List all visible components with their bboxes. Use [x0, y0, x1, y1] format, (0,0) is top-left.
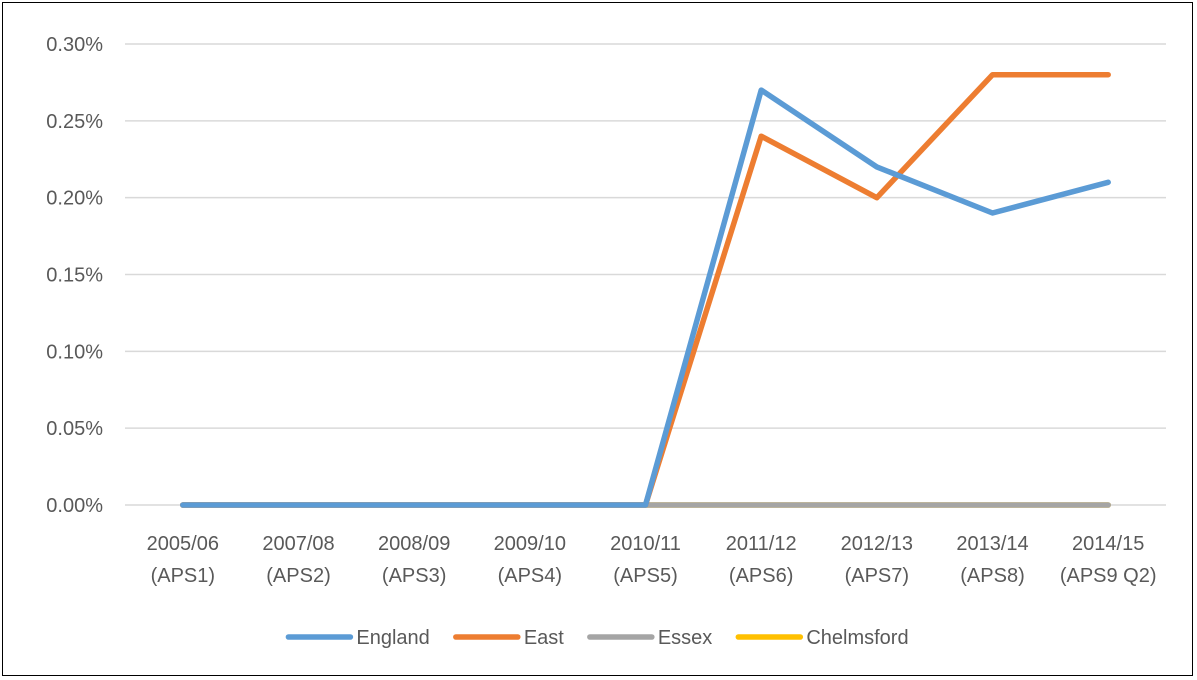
x-tick-label: 2014/15 (APS9 Q2) — [1060, 533, 1157, 587]
y-tick-label: 0.05% — [46, 418, 103, 440]
legend-item-essex: Essex — [587, 627, 712, 649]
y-tick-label: 0.25% — [46, 111, 103, 133]
y-tick-label: 0.20% — [46, 188, 103, 210]
legend: England East Essex Chelmsford — [285, 627, 909, 649]
x-tick-label: 2012/13 (APS7) — [841, 533, 913, 587]
y-tick-label: 0.15% — [46, 265, 103, 287]
x-tick-label: 2009/10 (APS4) — [494, 533, 566, 587]
legend-label: England — [356, 627, 429, 649]
y-tick-label: 0.10% — [46, 341, 103, 363]
y-tick-label: 0.30% — [46, 34, 103, 56]
legend-item-chelmsford: Chelmsford — [735, 627, 909, 649]
legend-item-east: East — [453, 627, 564, 649]
gridlines — [125, 43, 1166, 506]
series-lines — [180, 71, 1111, 508]
series-line-east — [180, 71, 1111, 508]
x-tick-label: 2005/06 (APS1) — [147, 533, 219, 587]
x-tick-label: 2007/08 (APS2) — [262, 533, 334, 587]
y-axis-ticks: 0.00% 0.05% 0.10% 0.15% 0.20% 0.25% 0.30% — [46, 34, 103, 517]
series-line-england — [180, 87, 1111, 508]
x-tick-label: 2008/09 (APS3) — [378, 533, 450, 587]
y-tick-label: 0.00% — [46, 495, 103, 517]
x-tick-label: 2010/11 (APS5) — [610, 533, 681, 587]
x-tick-label: 2013/14 (APS8) — [956, 533, 1028, 587]
legend-label: Chelmsford — [806, 627, 908, 649]
legend-label: Essex — [658, 627, 712, 649]
x-axis-ticks: 2005/06 (APS1) 2007/08 (APS2) 2008/09 (APS3) 2… — [147, 533, 1157, 587]
x-tick-label: 2011/12 (APS6) — [726, 533, 797, 587]
legend-item-england: England — [285, 627, 430, 649]
legend-label: East — [524, 627, 564, 649]
